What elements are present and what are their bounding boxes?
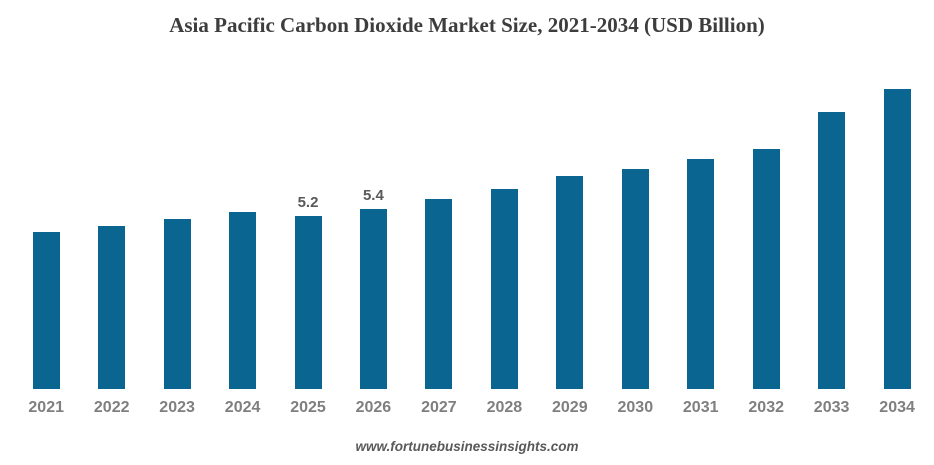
bar-2022 [98, 226, 126, 389]
x-tick-2027: 2027 [421, 399, 457, 416]
x-tick-2029: 2029 [552, 399, 588, 416]
bar-2024 [229, 212, 257, 389]
x-tick-2021: 2021 [28, 399, 64, 416]
x-tick-2026: 2026 [355, 399, 392, 416]
x-tick-2025: 2025 [290, 399, 326, 416]
x-tick-2028: 2028 [486, 399, 523, 416]
chart-title: Asia Pacific Carbon Dioxide Market Size,… [169, 13, 765, 37]
bar-2032 [752, 149, 780, 389]
x-tick-2031: 2031 [682, 399, 719, 416]
source-watermark: www.fortunebusinessinsights.com [355, 439, 579, 454]
bar-2031 [687, 159, 715, 389]
x-tick-2032: 2032 [748, 399, 784, 416]
bar-2033 [818, 112, 846, 389]
x-tick-2030: 2030 [617, 399, 654, 416]
bar-2023 [163, 219, 191, 389]
bar-2027 [425, 199, 453, 389]
bar-2028 [490, 189, 518, 389]
x-tick-2034: 2034 [879, 399, 915, 416]
bar-2025 [294, 216, 322, 389]
x-tick-2033: 2033 [813, 399, 850, 416]
bar-2034 [883, 89, 911, 389]
x-tick-2023: 2023 [159, 399, 195, 416]
data-label-2025: 5.2 [297, 194, 319, 211]
data-label-2026: 5.4 [362, 187, 384, 204]
x-tick-2022: 2022 [93, 399, 130, 416]
bar-2021 [32, 232, 60, 389]
bar-2029 [556, 176, 584, 389]
x-tick-2024: 2024 [224, 399, 261, 416]
bar-2030 [621, 169, 649, 389]
bar-2026 [359, 209, 387, 389]
